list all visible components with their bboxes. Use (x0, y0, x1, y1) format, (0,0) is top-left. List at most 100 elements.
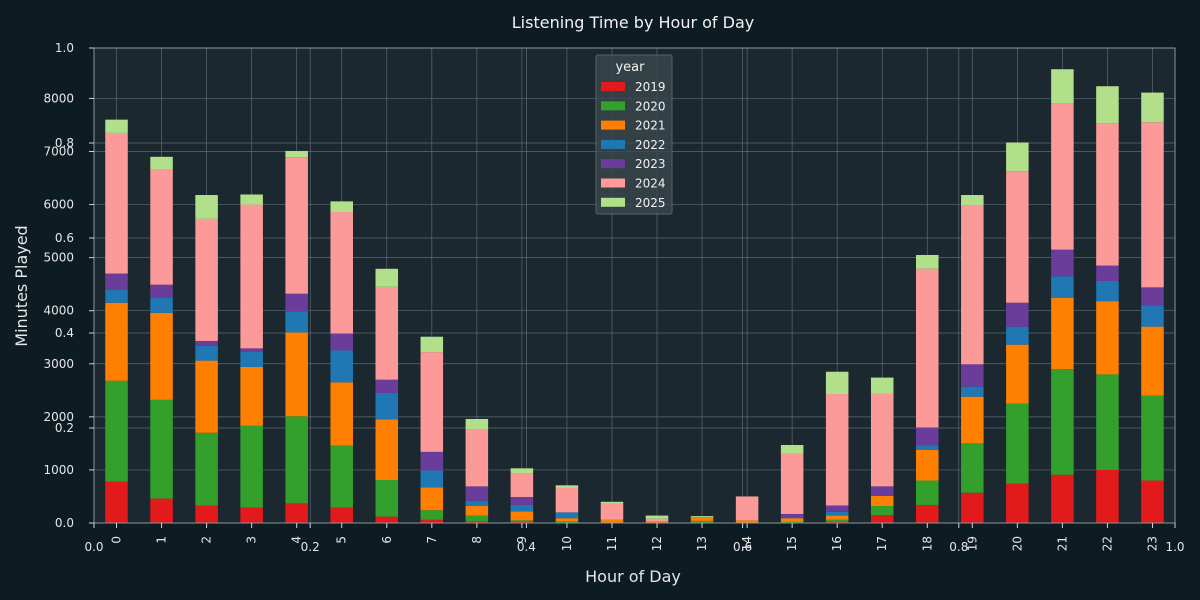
overlay-y-tick-label: 0.8 (55, 136, 74, 150)
bar-2020-hour-8 (465, 515, 489, 522)
y-tick-label: 0.0 (55, 516, 74, 530)
legend-swatch-2020 (601, 101, 625, 111)
bar-2022-hour-15 (780, 517, 804, 519)
legend-box (595, 54, 673, 215)
bar-2020-hour-7 (420, 510, 444, 520)
bar-2021-hour-8 (465, 506, 489, 516)
legend-label-2021: 2021 (635, 119, 666, 133)
bar-2022-hour-5 (330, 350, 353, 383)
bar-2022-hour-7 (420, 470, 444, 488)
x-tick-label-9: 9 (515, 536, 529, 544)
bar-2023-hour-0 (105, 273, 128, 291)
bar-2021-hour-7 (420, 487, 444, 511)
bar-2024-hour-22 (1096, 123, 1119, 266)
bar-2019-hour-21 (1051, 474, 1074, 523)
bar-2025-hour-10 (555, 485, 579, 488)
legend-title: year (615, 60, 645, 75)
y-tick-label: 7000 (43, 144, 74, 158)
x-tick-label-10: 10 (560, 536, 574, 551)
bar-2022-hour-8 (465, 500, 489, 507)
bar-2020-hour-1 (150, 399, 173, 499)
bar-2025-hour-5 (330, 201, 353, 212)
bar-2020-hour-20 (1006, 403, 1029, 484)
bar-2019-hour-18 (916, 504, 939, 523)
bar-2022-hour-19 (961, 386, 984, 397)
bar-2019-hour-4 (285, 503, 308, 523)
bar-2025-hour-9 (510, 468, 534, 474)
y-tick-label: 8000 (43, 91, 74, 105)
bar-2020-hour-0 (105, 380, 128, 482)
bar-2025-hour-22 (1096, 86, 1119, 124)
bar-2024-hour-12 (645, 518, 669, 522)
bar-2021-hour-5 (330, 382, 353, 446)
x-tick-label-5: 5 (335, 536, 349, 544)
bar-2019-hour-2 (195, 505, 218, 523)
legend-swatch-2023 (601, 159, 625, 169)
x-tick-label-15: 15 (785, 536, 799, 551)
bar-2024-hour-19 (961, 205, 984, 365)
legend-swatch-2025 (601, 197, 625, 207)
x-tick-label-3: 3 (245, 536, 259, 544)
bar-2024-hour-6 (375, 286, 399, 380)
bar-2021-hour-3 (240, 366, 263, 426)
bar-2022-hour-18 (916, 445, 939, 450)
bar-2021-hour-12 (645, 521, 669, 523)
bar-2020-hour-2 (195, 432, 218, 506)
bar-2025-hour-1 (150, 156, 173, 170)
y-tick-label: 4000 (43, 304, 74, 318)
legend-swatch-2021 (601, 120, 625, 130)
bar-2025-hour-23 (1141, 92, 1164, 123)
bar-2022-hour-20 (1006, 326, 1029, 345)
bar-2021-hour-10 (555, 518, 579, 522)
legend-label-2022: 2022 (635, 138, 666, 152)
bar-2022-hour-2 (195, 345, 218, 361)
bar-2021-hour-20 (1006, 344, 1029, 404)
bar-2025-hour-18 (916, 254, 939, 269)
bar-2019-hour-16 (825, 521, 849, 523)
bar-2019-hour-19 (961, 492, 984, 523)
legend-label-2020: 2020 (635, 99, 666, 113)
bar-2019-hour-1 (150, 498, 173, 523)
bar-2025-hour-8 (465, 418, 489, 430)
bar-2024-hour-9 (510, 473, 534, 497)
bar-2023-hour-22 (1096, 265, 1119, 281)
bar-2025-hour-11 (600, 501, 624, 504)
overlay-y-tick-label: 1.0 (55, 41, 74, 55)
bar-2020-hour-6 (375, 480, 399, 517)
bar-2022-hour-23 (1141, 305, 1164, 327)
bar-2021-hour-14 (735, 520, 759, 523)
bar-2025-hour-17 (870, 377, 894, 394)
bar-2024-hour-5 (330, 211, 353, 334)
bar-2021-hour-22 (1096, 301, 1119, 375)
plot-frame (93, 47, 1176, 524)
bar-2021-hour-23 (1141, 326, 1164, 396)
bar-2020-hour-13 (690, 520, 714, 523)
bar-2024-hour-15 (780, 453, 804, 514)
bar-2025-hour-3 (240, 194, 263, 205)
legend-label-2025: 2025 (635, 196, 666, 210)
bar-2023-hour-7 (420, 451, 444, 471)
bar-2019-hour-23 (1141, 480, 1164, 523)
x-tick-label-23: 23 (1145, 536, 1159, 551)
bar-2024-hour-23 (1141, 122, 1164, 288)
bar-2019-hour-3 (240, 507, 263, 523)
bar-2023-hour-4 (285, 293, 308, 312)
bar-2021-hour-1 (150, 312, 173, 400)
bar-2024-hour-8 (465, 429, 489, 487)
bar-2020-hour-21 (1051, 369, 1074, 475)
bar-2020-hour-4 (285, 416, 308, 504)
bar-2021-hour-0 (105, 302, 128, 381)
x-tick-label-8: 8 (470, 536, 484, 544)
bar-2020-hour-19 (961, 443, 984, 493)
bar-2023-hour-20 (1006, 302, 1029, 327)
x-tick-label-21: 21 (1055, 536, 1069, 551)
bar-2019-hour-8 (465, 521, 489, 523)
bar-2019-hour-0 (105, 481, 128, 523)
bar-2019-hour-7 (420, 519, 444, 523)
legend-swatch-2024 (601, 178, 625, 188)
overlay-x-tick-label: 1.0 (1165, 540, 1184, 554)
y-axis-label: Minutes Played (12, 225, 31, 346)
x-tick-label-17: 17 (875, 536, 889, 551)
legend-swatch-2022 (601, 139, 625, 149)
